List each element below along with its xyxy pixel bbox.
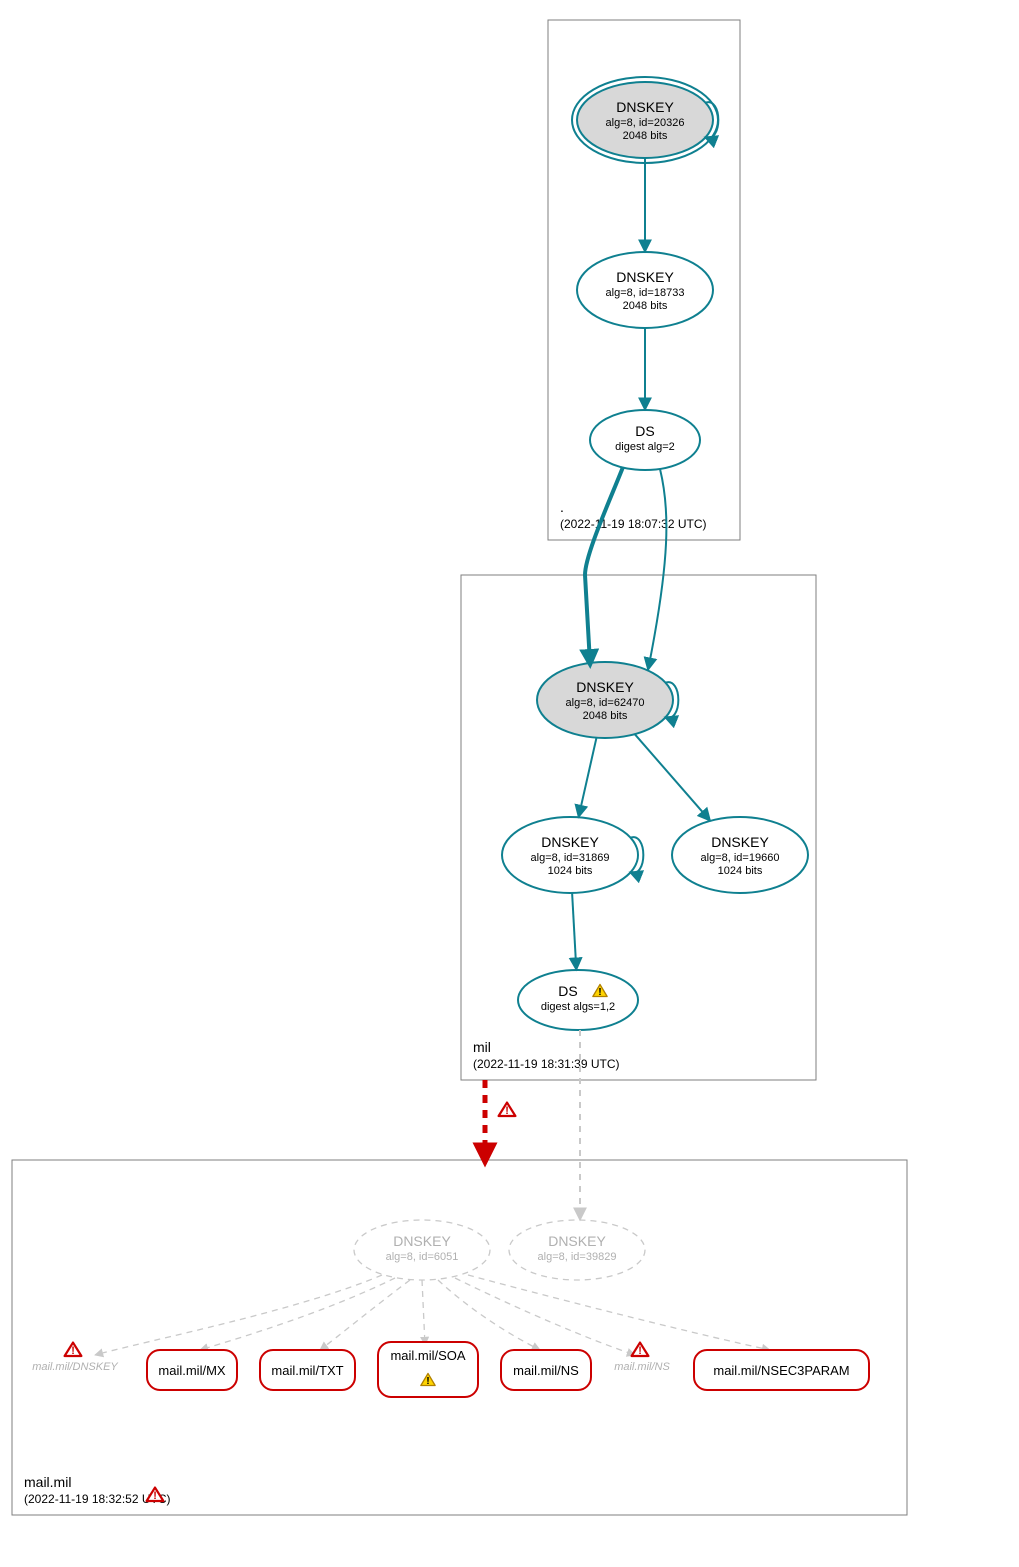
- node-title: DS: [558, 983, 577, 999]
- ghost-label-g_dnskey: mail.mil/DNSKEY: [32, 1361, 118, 1373]
- node-sub1: alg=8, id=31869: [531, 852, 610, 864]
- edge-root_to_mil_right: [648, 469, 666, 670]
- rrset-rr_txt: mail.mil/TXT: [260, 1350, 355, 1390]
- ghost-edge-0: [95, 1275, 382, 1355]
- node-title: DNSKEY: [616, 269, 674, 285]
- rrset-label: mail.mil/NSEC3PARAM: [713, 1363, 849, 1378]
- node-sub1: alg=8, id=39829: [538, 1251, 617, 1263]
- edge-mil_ksk-mil_zsk2: [635, 734, 710, 821]
- node-sub1: alg=8, id=20326: [606, 117, 685, 129]
- node-sub1: alg=8, id=62470: [566, 697, 645, 709]
- node-mm_key2: DNSKEY alg=8, id=39829: [509, 1220, 645, 1280]
- node-title: DNSKEY: [711, 834, 769, 850]
- svg-text:!: !: [598, 987, 601, 998]
- rrset-rr_soa: mail.mil/SOA!: [378, 1342, 478, 1397]
- rrset-label: mail.mil/MX: [158, 1363, 225, 1378]
- rrset-rr_nsec3: mail.mil/NSEC3PARAM: [694, 1350, 869, 1390]
- edge-root_to_mil_left: [585, 467, 623, 663]
- zone-name: mil: [473, 1039, 491, 1055]
- zone-mailmil: mail.mil(2022-11-19 18:32:52 UTC): [12, 1160, 907, 1515]
- edge-mil_ksk-mil_zsk1: [579, 738, 597, 818]
- node-title: DS: [635, 423, 654, 439]
- node-sub2: 2048 bits: [583, 710, 628, 722]
- ghost-edge-3: [422, 1280, 425, 1345]
- error-icon: !: [632, 1343, 649, 1358]
- zone-name: mail.mil: [24, 1474, 71, 1490]
- node-sub1: alg=8, id=18733: [606, 287, 685, 299]
- node-sub2: 2048 bits: [623, 130, 668, 142]
- node-mil_ds: DS digest algs=1,2!: [518, 970, 638, 1030]
- rrset-rr_ns: mail.mil/NS: [501, 1350, 591, 1390]
- node-title: DNSKEY: [541, 834, 599, 850]
- rrset-label: mail.mil/NS: [513, 1363, 579, 1378]
- ghost-edge-6: [468, 1275, 770, 1350]
- rrset-label: mail.mil/SOA: [390, 1348, 465, 1363]
- node-mil_zsk2: DNSKEY alg=8, id=196601024 bits: [672, 817, 808, 893]
- node-mm_key1: DNSKEY alg=8, id=6051: [354, 1220, 490, 1280]
- node-root_ksk: DNSKEY alg=8, id=203262048 bits: [572, 77, 718, 163]
- svg-text:!: !: [638, 1345, 642, 1357]
- svg-text:!: !: [426, 1376, 429, 1387]
- error-icon: !: [499, 1103, 516, 1118]
- svg-text:!: !: [71, 1345, 75, 1357]
- zone-timestamp: (2022-11-19 18:31:39 UTC): [473, 1057, 620, 1071]
- ghost-edge-2: [320, 1280, 410, 1350]
- node-mil_zsk1: DNSKEY alg=8, id=318691024 bits: [502, 817, 643, 893]
- svg-text:!: !: [153, 1490, 157, 1502]
- node-sub2: 1024 bits: [718, 865, 763, 877]
- edge-mil_zsk1-mil_ds: [572, 893, 576, 970]
- node-sub1: alg=8, id=19660: [701, 852, 780, 864]
- node-mil_ksk: DNSKEY alg=8, id=624702048 bits: [537, 662, 678, 738]
- node-sub2: 1024 bits: [548, 865, 593, 877]
- node-title: DNSKEY: [616, 99, 674, 115]
- node-root_ds: DS digest alg=2: [590, 410, 700, 470]
- ghost-edge-5: [455, 1278, 635, 1355]
- rrset-label: mail.mil/TXT: [271, 1363, 343, 1378]
- node-title: DNSKEY: [548, 1233, 606, 1249]
- node-root_zsk: DNSKEY alg=8, id=187332048 bits: [577, 252, 713, 328]
- ghost-label-g_ns: mail.mil/NS: [614, 1361, 670, 1373]
- node-sub1: alg=8, id=6051: [386, 1251, 459, 1263]
- zone-timestamp: (2022-11-19 18:07:32 UTC): [560, 517, 707, 531]
- node-title: DNSKEY: [393, 1233, 451, 1249]
- node-sub1: digest alg=2: [615, 441, 675, 453]
- node-sub2: 2048 bits: [623, 300, 668, 312]
- zone-name: .: [560, 499, 564, 515]
- node-title: DNSKEY: [576, 679, 634, 695]
- error-icon: !: [65, 1343, 82, 1358]
- node-sub1: digest algs=1,2: [541, 1001, 615, 1013]
- rrset-rr_mx: mail.mil/MX: [147, 1350, 237, 1390]
- svg-text:!: !: [505, 1105, 509, 1117]
